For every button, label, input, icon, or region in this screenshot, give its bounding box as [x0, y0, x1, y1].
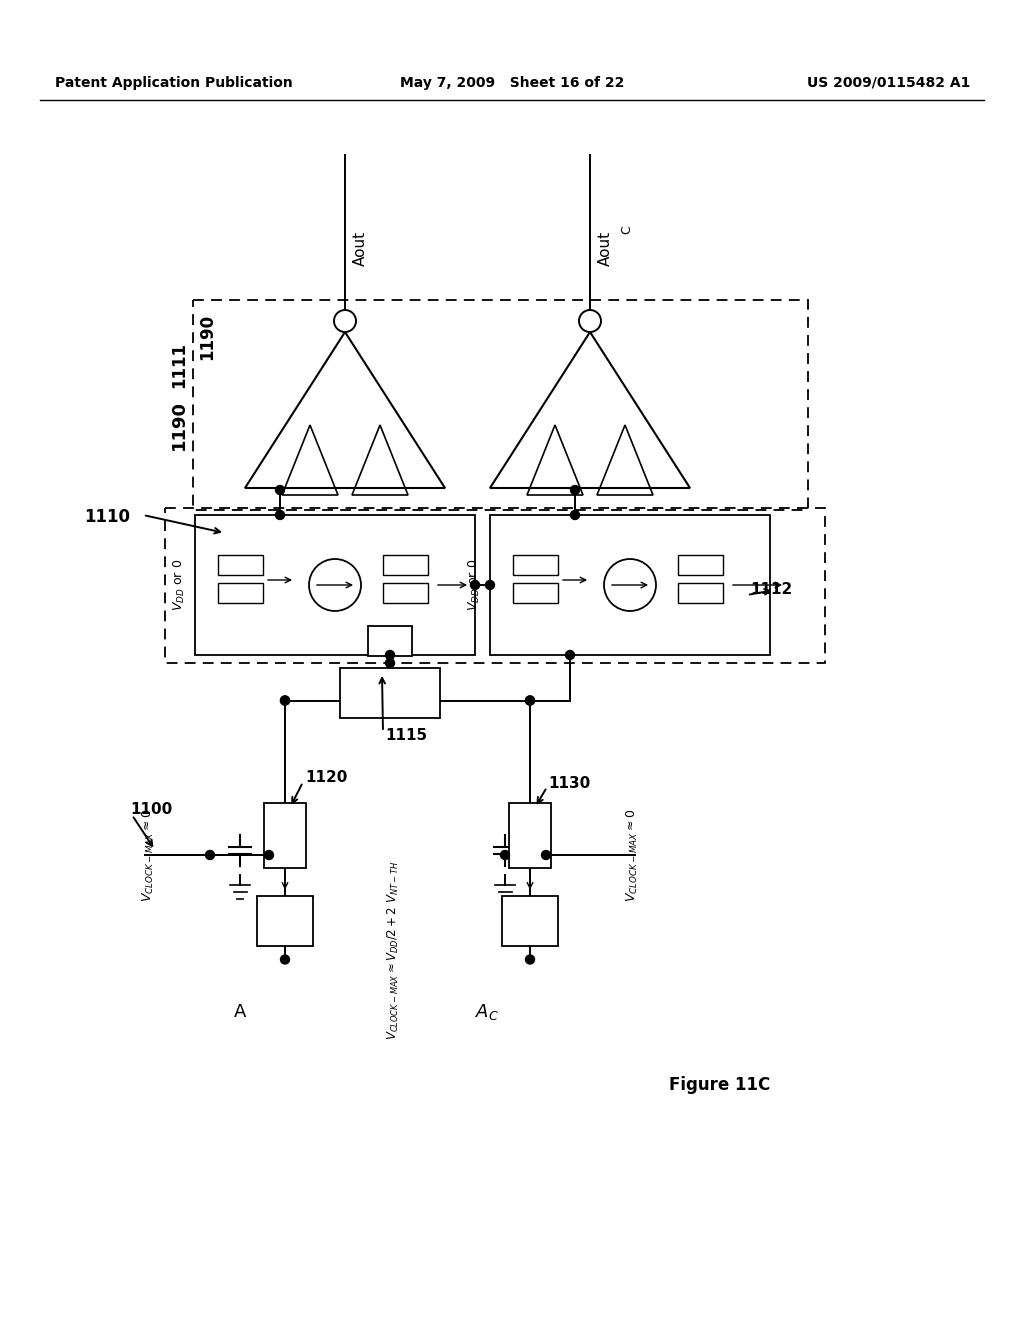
Text: 1190: 1190 [170, 400, 188, 450]
Circle shape [565, 651, 574, 660]
Circle shape [525, 954, 535, 964]
Circle shape [570, 486, 580, 495]
Text: 1110: 1110 [84, 508, 130, 525]
Bar [340, 668, 440, 718]
Circle shape [275, 486, 285, 495]
Bar [217, 554, 262, 576]
Bar [490, 515, 770, 655]
Bar [195, 515, 475, 655]
Text: $A_C$: $A_C$ [475, 1002, 499, 1022]
Text: 1112: 1112 [750, 582, 793, 598]
Bar [193, 300, 808, 510]
Text: 1120: 1120 [305, 771, 347, 785]
Bar [678, 554, 723, 576]
Text: $V_{CLOCK-MAX}\approx V_{DD}/2 + 2\ V_{NT-TH}$: $V_{CLOCK-MAX}\approx V_{DD}/2 + 2\ V_{N… [385, 861, 400, 1040]
Text: 1111: 1111 [170, 342, 188, 388]
Circle shape [206, 850, 214, 859]
Bar [512, 583, 557, 603]
Bar [383, 583, 427, 603]
Bar [512, 554, 557, 576]
Circle shape [579, 310, 601, 333]
Bar [509, 803, 551, 867]
Circle shape [264, 850, 273, 859]
Circle shape [281, 696, 290, 705]
Text: US 2009/0115482 A1: US 2009/0115482 A1 [807, 77, 970, 90]
Text: 1190: 1190 [198, 314, 216, 360]
Text: $V_{DD}$ or 0: $V_{DD}$ or 0 [172, 558, 187, 611]
Bar [257, 895, 313, 945]
Circle shape [334, 310, 356, 333]
Text: 1115: 1115 [385, 727, 427, 742]
Text: Figure 11C: Figure 11C [670, 1076, 771, 1094]
Circle shape [281, 954, 290, 964]
Text: Aout: Aout [353, 231, 368, 265]
Circle shape [542, 850, 551, 859]
Circle shape [525, 696, 535, 705]
Bar [165, 508, 825, 663]
Circle shape [385, 659, 394, 668]
Circle shape [470, 581, 479, 590]
Circle shape [501, 850, 510, 859]
Circle shape [485, 581, 495, 590]
Circle shape [275, 511, 285, 520]
Circle shape [385, 651, 394, 660]
Text: May 7, 2009   Sheet 16 of 22: May 7, 2009 Sheet 16 of 22 [399, 77, 625, 90]
Text: 1100: 1100 [130, 803, 172, 817]
Text: $V_{DD}$ or 0: $V_{DD}$ or 0 [467, 558, 482, 611]
Bar [678, 583, 723, 603]
Text: Aout: Aout [598, 231, 613, 265]
Text: $V_{CLOCK-MAX}\approx 0$: $V_{CLOCK-MAX}\approx 0$ [140, 808, 156, 902]
Bar [264, 803, 306, 867]
Circle shape [570, 511, 580, 520]
Text: Patent Application Publication: Patent Application Publication [55, 77, 293, 90]
Bar [368, 626, 412, 656]
Text: 1130: 1130 [548, 776, 590, 791]
Text: $V_{CLOCK-MAX}\approx 0$: $V_{CLOCK-MAX}\approx 0$ [625, 808, 640, 902]
Circle shape [525, 696, 535, 705]
Bar [217, 583, 262, 603]
Text: C: C [620, 226, 633, 235]
Circle shape [281, 696, 290, 705]
Text: A: A [233, 1003, 246, 1020]
Bar [502, 895, 558, 945]
Bar [383, 554, 427, 576]
